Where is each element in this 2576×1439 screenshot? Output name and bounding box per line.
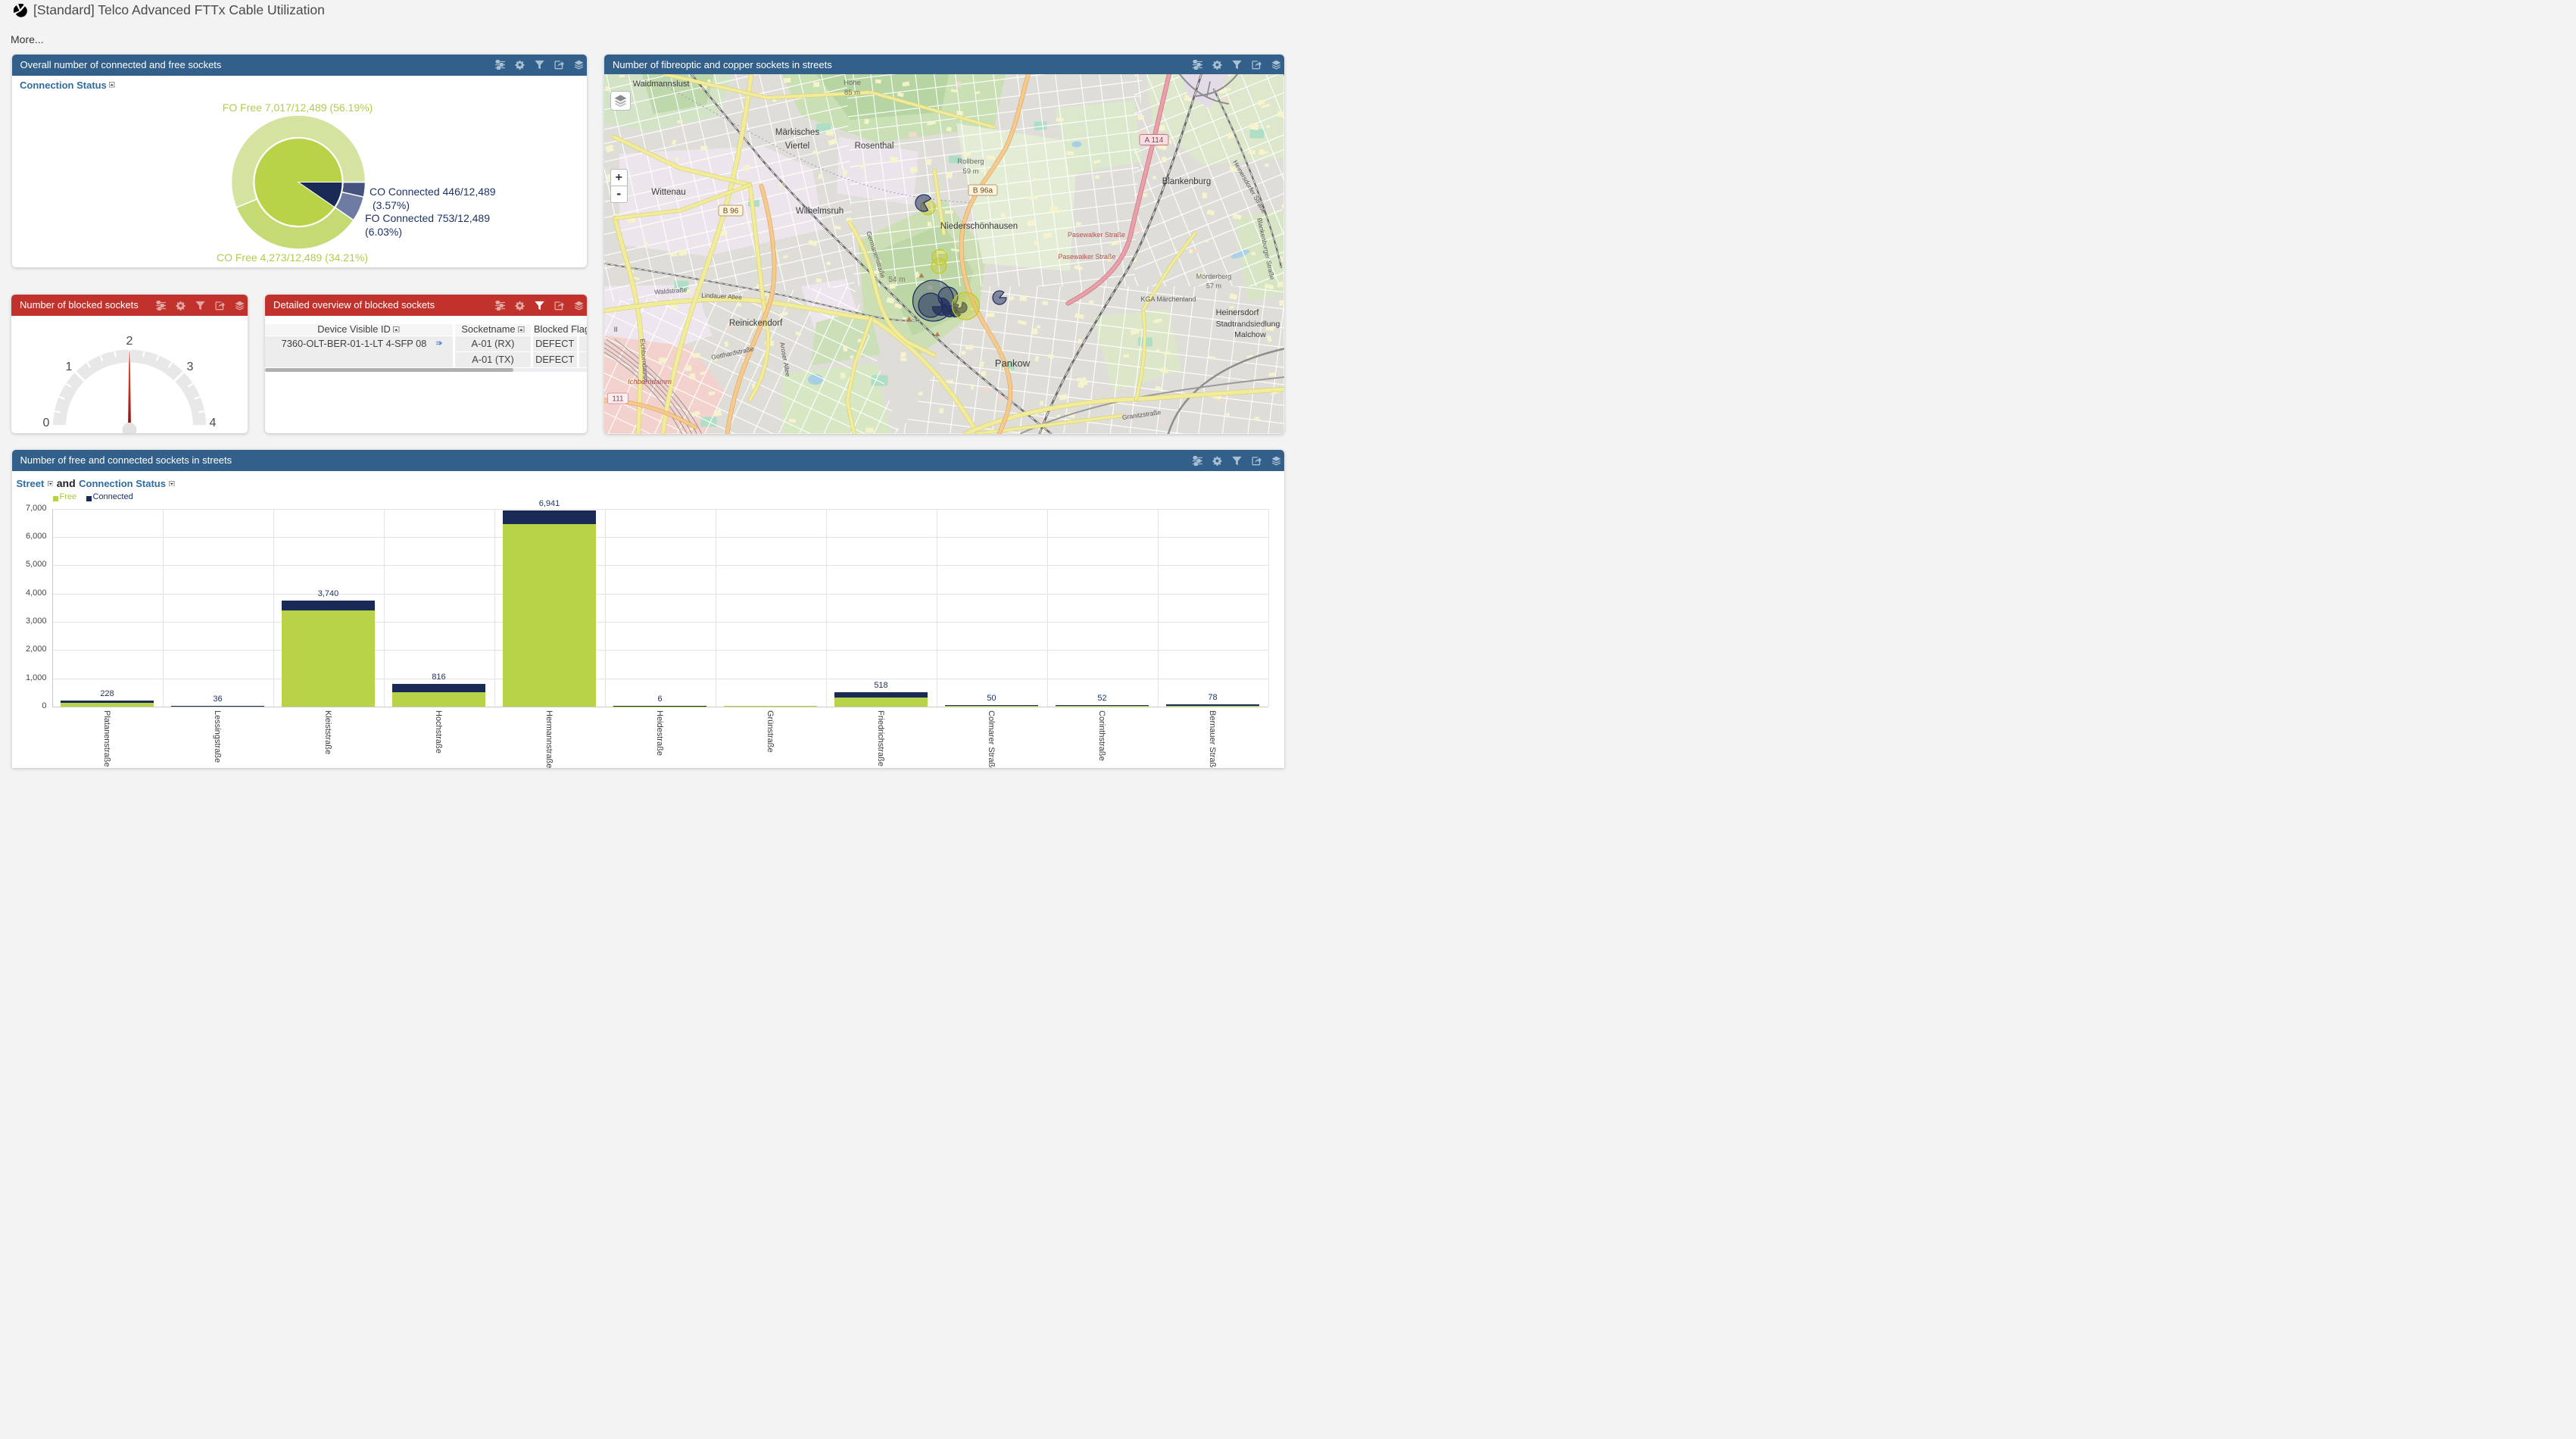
svg-text:85 m: 85 m bbox=[844, 89, 860, 97]
svg-text:Wittenau: Wittenau bbox=[651, 188, 685, 197]
svg-text:A 114: A 114 bbox=[1145, 136, 1164, 145]
svg-text:2: 2 bbox=[126, 335, 133, 348]
svg-text:Malchow: Malchow bbox=[1234, 330, 1266, 339]
svg-text:Heinersdorf: Heinersdorf bbox=[1216, 308, 1260, 317]
svg-text:3: 3 bbox=[187, 361, 194, 373]
svg-text:Rollberg: Rollberg bbox=[957, 158, 984, 166]
svg-text:B 96a: B 96a bbox=[973, 187, 993, 195]
svg-text:KGA Märchenland: KGA Märchenland bbox=[1140, 295, 1196, 303]
svg-text:Mörderberg: Mörderberg bbox=[1196, 273, 1232, 280]
svg-text:Lindauer Allee: Lindauer Allee bbox=[701, 292, 743, 301]
svg-text:111: 111 bbox=[612, 395, 624, 404]
svg-text:Blankenburg: Blankenburg bbox=[1162, 177, 1212, 186]
svg-text:Reinickendorf: Reinickendorf bbox=[729, 319, 783, 328]
svg-text:FO Connected 753/12,489: FO Connected 753/12,489 bbox=[365, 212, 490, 224]
svg-text:54 m: 54 m bbox=[888, 276, 905, 284]
svg-text:Höhe: Höhe bbox=[844, 79, 861, 87]
svg-text:Pasewalker Straße: Pasewalker Straße bbox=[1058, 253, 1115, 261]
svg-text:Eichborndamm: Eichborndamm bbox=[639, 339, 650, 382]
svg-text:4: 4 bbox=[210, 417, 217, 429]
svg-text:CO Free 4,273/12,489 (34.21%): CO Free 4,273/12,489 (34.21%) bbox=[216, 251, 367, 264]
svg-text:59 m: 59 m bbox=[962, 167, 978, 176]
svg-text:Rosenthal: Rosenthal bbox=[855, 142, 894, 151]
svg-text:B 96: B 96 bbox=[723, 208, 739, 216]
svg-text:Pankow: Pankow bbox=[995, 357, 1031, 369]
svg-text:Waidmannslust: Waidmannslust bbox=[633, 80, 690, 89]
svg-text:Stadtrandsiedlung: Stadtrandsiedlung bbox=[1216, 320, 1280, 329]
svg-text:1: 1 bbox=[66, 361, 73, 373]
svg-text:Ichborndamm: Ichborndamm bbox=[628, 378, 672, 386]
svg-text:Märkisches: Märkisches bbox=[775, 128, 819, 137]
svg-text:FO Free 7,017/12,489 (56.19%): FO Free 7,017/12,489 (56.19%) bbox=[222, 101, 372, 114]
svg-text:Niederschönhausen: Niederschönhausen bbox=[940, 222, 1018, 231]
svg-text:Il: Il bbox=[614, 326, 618, 334]
svg-text:(3.57%): (3.57%) bbox=[373, 199, 410, 211]
svg-text:Wilhelmsruh: Wilhelmsruh bbox=[796, 207, 844, 216]
svg-text:57 m: 57 m bbox=[1206, 282, 1221, 290]
svg-text:CO Connected 446/12,489: CO Connected 446/12,489 bbox=[370, 186, 496, 198]
svg-text:Viertel: Viertel bbox=[785, 142, 809, 151]
svg-text:0: 0 bbox=[43, 417, 50, 429]
svg-text:Waldstraße: Waldstraße bbox=[654, 286, 688, 295]
svg-text:(6.03%): (6.03%) bbox=[365, 226, 402, 238]
svg-text:Pasewalker Straße: Pasewalker Straße bbox=[1068, 231, 1125, 239]
